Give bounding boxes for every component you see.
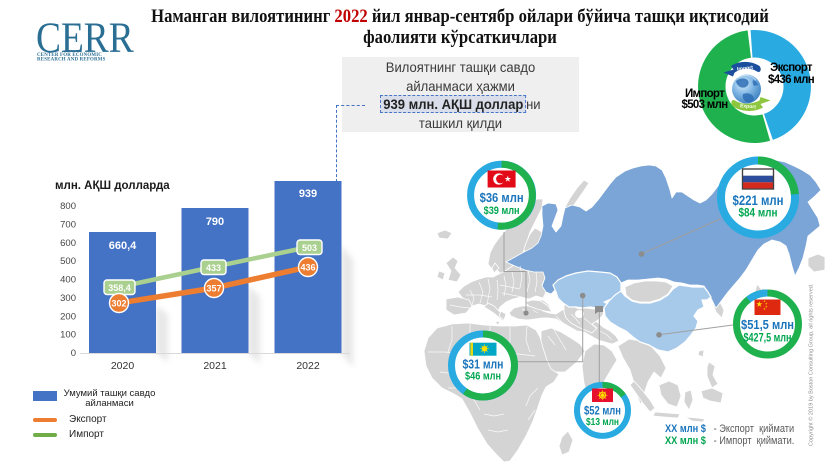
svg-text:Export: Export <box>740 103 757 110</box>
svg-text:200: 200 <box>60 311 76 322</box>
svg-text:600: 600 <box>60 238 76 249</box>
svg-text:$13 млн: $13 млн <box>586 416 619 428</box>
svg-text:800: 800 <box>60 201 76 212</box>
svg-text:660,4: 660,4 <box>109 240 137 252</box>
svg-text:$52 млн: $52 млн <box>584 406 621 418</box>
svg-text:433: 433 <box>206 263 221 273</box>
svg-text:$46 млн: $46 млн <box>465 371 501 383</box>
svg-text:302: 302 <box>111 299 126 309</box>
svg-text:$84 млн: $84 млн <box>739 208 778 220</box>
svg-text:2022: 2022 <box>296 360 320 372</box>
svg-text:2020: 2020 <box>111 360 135 372</box>
svg-text:Import: Import <box>737 65 754 73</box>
svg-text:500: 500 <box>60 256 76 267</box>
svg-text:$31 млн: $31 млн <box>463 357 504 371</box>
svg-text:300: 300 <box>60 293 76 304</box>
svg-text:$36 млн: $36 млн <box>480 191 524 205</box>
svg-text:млн. АҚШ долларда: млн. АҚШ долларда <box>55 180 170 192</box>
svg-text:$39 млн: $39 млн <box>484 205 520 217</box>
svg-text:790: 790 <box>206 216 224 228</box>
svg-text:700: 700 <box>60 219 76 230</box>
svg-text:939: 939 <box>299 188 317 200</box>
svg-text:$427,5 млн: $427,5 млн <box>744 333 792 345</box>
svg-text:436: 436 <box>300 263 315 273</box>
svg-text:400: 400 <box>60 275 76 286</box>
svg-text:0: 0 <box>71 348 76 359</box>
svg-text:$221 млн: $221 млн <box>733 192 784 208</box>
svg-text:$51,5 млн: $51,5 млн <box>741 317 794 332</box>
svg-text:100: 100 <box>60 330 76 341</box>
svg-text:2021: 2021 <box>203 360 227 372</box>
svg-text:503: 503 <box>302 243 317 253</box>
svg-text:357: 357 <box>206 284 221 294</box>
svg-text:358,4: 358,4 <box>108 283 131 293</box>
